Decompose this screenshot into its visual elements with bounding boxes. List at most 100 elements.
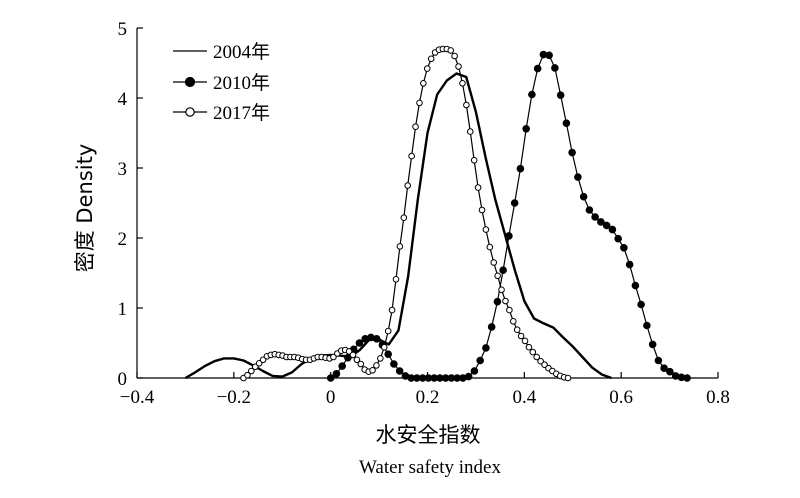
data-point-2017	[408, 152, 415, 160]
data-point-2010	[620, 244, 628, 252]
x-tick-label: 0.2	[416, 387, 440, 408]
y-tick-label: 2	[118, 229, 128, 250]
data-point-2017	[248, 367, 255, 375]
data-point-2017	[470, 157, 478, 164]
data-point-2010	[591, 213, 599, 221]
data-point-2010	[602, 221, 611, 230]
x-tick-label: −0.4	[120, 387, 155, 408]
data-point-2010	[482, 344, 490, 352]
data-point-2010	[637, 300, 645, 309]
data-point-2017	[357, 360, 365, 368]
data-point-2017	[506, 306, 513, 314]
data-point-2017	[459, 80, 466, 87]
data-point-2010	[545, 51, 553, 60]
series-line-2010	[330, 53, 688, 379]
data-point-2010	[648, 340, 657, 349]
data-point-2017	[478, 206, 486, 214]
axes: −0.4 −0.2 0 0.2 0.4 0.6 0.8 0 1 2 3 4 5	[118, 19, 730, 408]
x-tick-label: −0.2	[217, 387, 251, 408]
data-point-2010	[562, 119, 571, 127]
data-point-2017	[498, 286, 505, 294]
data-point-2017	[427, 55, 435, 63]
data-point-2017	[373, 362, 380, 369]
data-point-2010	[654, 356, 663, 365]
data-point-2010	[516, 164, 525, 173]
data-point-2017	[451, 52, 458, 60]
data-point-2010	[551, 64, 559, 72]
data-point-2017	[380, 343, 388, 351]
data-point-2010	[608, 225, 617, 234]
legend-label-2010: 2010年	[213, 72, 270, 94]
data-point-2017	[466, 128, 474, 135]
x-tick-label: 0.8	[706, 387, 730, 408]
data-point-2010	[643, 321, 651, 330]
data-point-2010	[505, 232, 513, 240]
data-point-2010	[666, 367, 674, 376]
data-point-2010	[499, 266, 507, 275]
data-point-2017	[384, 327, 392, 335]
data-point-2010	[487, 323, 496, 331]
data-point-2010	[574, 173, 582, 181]
data-point-2017	[494, 272, 501, 280]
data-point-2017	[509, 318, 517, 325]
data-point-2017	[412, 123, 419, 130]
legend: 2004年 2010年 2017年	[173, 41, 270, 124]
data-point-2010	[390, 360, 398, 368]
data-point-2010	[660, 364, 668, 373]
data-point-2010	[683, 374, 691, 382]
data-point-2010	[614, 234, 622, 243]
data-point-2017	[482, 226, 490, 233]
y-axis-label: 密度 Density	[73, 144, 97, 273]
data-point-2017	[349, 351, 357, 359]
data-point-2017	[490, 259, 498, 266]
data-point-2010	[326, 374, 335, 382]
data-point-2010	[395, 367, 404, 375]
data-point-2017	[564, 374, 572, 382]
data-point-2017	[388, 306, 396, 314]
y-tick-label: 4	[118, 89, 128, 110]
data-point-2010	[510, 199, 519, 207]
legend-label-2017: 2017年	[213, 102, 270, 124]
data-point-2010	[556, 91, 565, 99]
data-point-2010	[476, 356, 484, 365]
legend-marker-2017	[185, 107, 195, 117]
data-point-2017	[396, 243, 404, 250]
legend-marker-2010	[184, 76, 196, 88]
data-point-2017	[517, 332, 525, 340]
data-point-2010	[470, 367, 479, 375]
data-point-2017	[486, 243, 494, 251]
data-point-2010	[631, 281, 640, 290]
data-point-2017	[244, 371, 251, 379]
data-point-2010	[522, 125, 530, 133]
data-point-2017	[392, 276, 400, 283]
data-point-2017	[423, 65, 431, 72]
data-point-2017	[529, 348, 537, 356]
y-tick-label: 3	[118, 159, 128, 180]
data-point-2010	[625, 260, 634, 269]
data-point-2010	[384, 350, 392, 359]
y-tick-label: 0	[118, 369, 128, 390]
data-point-2010	[355, 339, 364, 347]
data-point-2017	[400, 214, 408, 221]
data-point-2017	[404, 182, 411, 189]
data-point-2010	[493, 297, 502, 306]
data-point-2017	[353, 356, 361, 364]
y-tick-label: 5	[118, 19, 128, 40]
data-point-2017	[369, 367, 376, 374]
data-point-2010	[568, 148, 576, 157]
data-point-2017	[513, 326, 521, 334]
data-point-2010	[372, 335, 381, 343]
data-point-2010	[464, 372, 473, 381]
data-point-2010	[338, 362, 346, 370]
x-axis-label-en: Water safety index	[359, 457, 501, 478]
data-point-2017	[447, 47, 455, 54]
data-point-2017	[420, 80, 427, 87]
x-tick-label: 0.4	[512, 387, 536, 408]
x-tick-label: 0.6	[609, 387, 633, 408]
series-layer	[184, 45, 691, 382]
data-point-2017	[502, 297, 509, 305]
x-tick-label: 0	[326, 387, 336, 408]
data-point-2017	[377, 355, 384, 362]
data-point-2017	[474, 184, 482, 191]
